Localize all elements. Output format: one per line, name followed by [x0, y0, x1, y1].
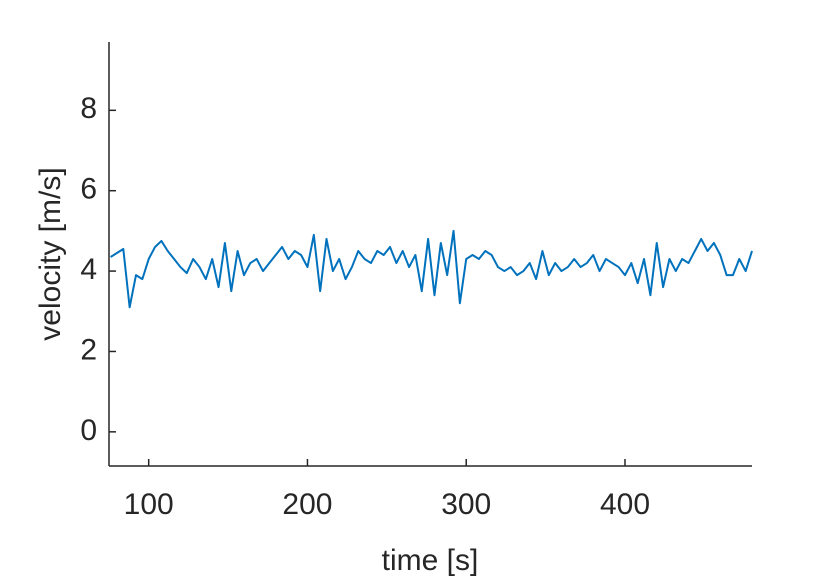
x-tick-label: 200 — [282, 488, 332, 521]
x-tick-label: 300 — [441, 488, 491, 521]
y-axis-label: velocity [m/s] — [34, 167, 67, 340]
y-tick-label: 6 — [80, 173, 97, 206]
y-tick-label: 4 — [80, 253, 97, 286]
data-line — [110, 229, 753, 309]
x-axis-label: time [s] — [382, 544, 479, 577]
x-tick-label: 400 — [600, 488, 650, 521]
x-tick-label: 100 — [124, 488, 174, 521]
y-tick-label: 2 — [80, 333, 97, 366]
y-tick-label: 0 — [80, 414, 97, 447]
y-tick-label: 8 — [80, 92, 97, 125]
